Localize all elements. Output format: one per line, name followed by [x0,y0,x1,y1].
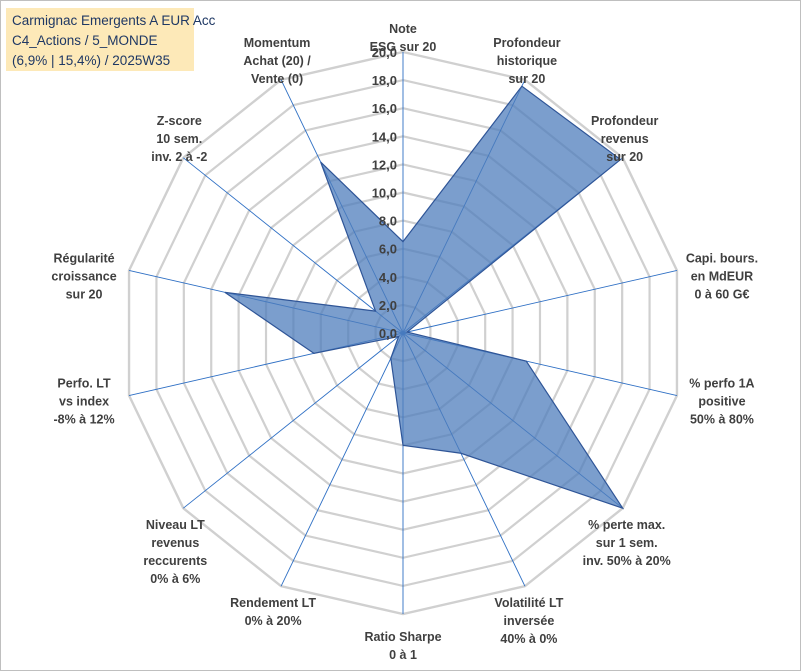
axis-label: Volatilité LT inversée 40% à 0% [494,596,563,646]
axis-label-line: 40% à 0% [500,632,557,646]
axis-label-line: Profondeur [591,114,658,128]
axis-spoke [402,270,678,334]
axis-spoke [183,332,404,509]
tick-label: 18,0 [372,73,397,88]
axis-label: Note ESG sur 20 [370,22,437,54]
axis-label-line: vs index [59,395,109,409]
axis-label: Perfo. LT vs index -8% à 12% [53,377,114,427]
axis-spoke [280,332,404,587]
axis-label-line: positive [698,395,745,409]
axis-label-line: 0 à 60 G€ [695,287,750,301]
axis-label-line: sur 20 [66,287,103,301]
axis-label-line: Achat (20) / [243,54,311,68]
axis-label-line: 0 à 1 [389,648,417,662]
tick-label: 6,0 [379,242,397,257]
axis-spoke [183,157,404,334]
axis-label-line: en MdEUR [691,269,754,283]
tick-label: 14,0 [372,129,397,144]
tick-label: 8,0 [379,214,397,229]
axis-label-line: Vente (0) [251,72,303,86]
axis-label-line: revenus [601,132,649,146]
axis-label-line: ESG sur 20 [370,40,437,54]
axis-label-line: -8% à 12% [53,413,114,427]
tick-label: 20,0 [372,45,397,60]
axis-label-line: revenus [151,536,199,550]
axis-label-line: inversée [504,614,555,628]
tick-label: 10,0 [372,186,397,201]
axis-label-line: Rendement LT [230,596,316,610]
tick-label: 16,0 [372,101,397,116]
axis-label-line: Volatilité LT [494,596,563,610]
fund-name: Carmignac Emergents A EUR Acc [12,13,216,28]
radial-tick-labels: 0,0 2,0 4,0 6,0 8,0 10,0 12,0 14,0 16,0 18,0 20,0 [372,45,397,341]
axis-label-line: Perfo. LT [57,377,111,391]
axis-label-line: sur 1 sem. [596,536,658,550]
axis-label: % perfo 1A positive 50% à 80% [689,377,754,427]
axis-label: Momentum Achat (20) / Vente (0) [243,36,311,86]
axis-label-line: Ratio Sharpe [364,630,441,644]
axis-label: Z-score 10 sem. inv. 2 à -2 [151,114,207,164]
tick-label: 0,0 [379,326,397,341]
axis-label-line: Régularité [53,251,114,265]
axis-label: Profondeur historique sur 20 [493,36,560,86]
axis-label: Niveau LT revenus reccurents 0% à 6% [143,518,207,586]
axis-label: Rendement LT 0% à 20% [230,596,316,628]
axis-label-line: croissance [51,269,116,283]
axis-label-line: inv. 50% à 20% [583,554,671,568]
series-area [224,85,625,510]
axis-label: % perte max. sur 1 sem. inv. 50% à 20% [583,518,671,568]
axis-label: Régularité croissance sur 20 [51,251,116,301]
axis-label-line: Niveau LT [146,518,205,532]
axis-label-line: Profondeur [493,36,560,50]
axis-label-line: Note [389,22,417,36]
tick-label: 2,0 [379,298,397,313]
axis-label-line: sur 20 [508,72,545,86]
axis-label-line: % perte max. [588,518,665,532]
axis-label: Ratio Sharpe 0 à 1 [364,630,441,662]
axis-label-line: Momentum [244,36,311,50]
axis-label-line: Capi. bours. [686,251,758,265]
series-polygon [224,85,625,510]
fund-stats: (6,9% | 15,4%) / 2025W35 [12,53,171,68]
axis-label-line: sur 20 [606,150,643,164]
axis-label-line: historique [497,54,557,68]
axis-label-line: inv. 2 à -2 [151,150,207,164]
axis-label: Profondeur revenus sur 20 [591,114,658,164]
axis-label-line: 0% à 20% [245,614,302,628]
axis-label-line: Z-score [157,114,202,128]
tick-label: 4,0 [379,270,397,285]
chart-title-box: Carmignac Emergents A EUR Acc C4_Actions… [6,8,216,71]
axis-label-line: % perfo 1A [689,377,754,391]
axis-labels: Note ESG sur 20 Profondeur historique sur 20… [51,22,758,662]
fund-category: C4_Actions / 5_MONDE [12,33,158,48]
tick-label: 12,0 [372,157,397,172]
axis-label-line: 0% à 6% [150,572,200,586]
axis-label-line: 50% à 80% [690,413,754,427]
axis-label-line: 10 sem. [156,132,202,146]
axis-label: Capi. bours. en MdEUR 0 à 60 G€ [686,251,758,301]
axis-label-line: reccurents [143,554,207,568]
